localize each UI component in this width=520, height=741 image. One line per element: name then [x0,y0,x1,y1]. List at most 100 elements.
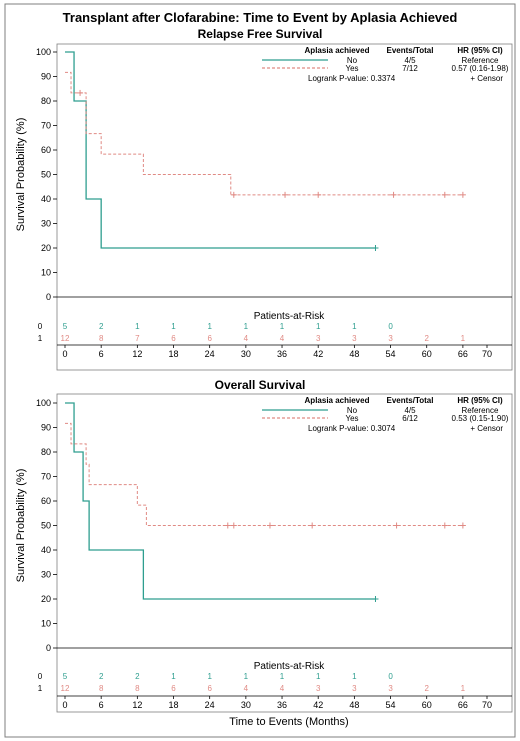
logrank-pvalue: Logrank P-value: 0.3074 [308,424,396,433]
x-tick-label: 24 [205,700,215,710]
x-tick-label: 0 [62,700,67,710]
y-tick-label: 70 [41,121,51,131]
censor-mark-yes [459,191,466,198]
km-curve-no [65,402,376,600]
y-tick-label: 100 [36,398,51,408]
risk-count-no: 2 [99,672,104,681]
x-tick-label: 18 [169,349,179,359]
risk-count-yes: 4 [280,684,285,693]
legend-label-yes: Yes [345,414,358,423]
x-tick-label: 42 [313,349,323,359]
x-tick-label: 60 [422,349,432,359]
risk-count-no: 0 [388,672,393,681]
legend-events-yes: 6/12 [402,414,418,423]
censor-mark-yes [230,522,237,529]
risk-table-title: Patients-at-Risk [254,661,326,672]
y-axis-label: Survival Probability (%) [15,469,27,583]
censor-mark-yes [282,191,289,198]
x-tick-label: 70 [482,700,492,710]
x-tick-label: 66 [458,700,468,710]
x-tick-label: 30 [241,349,251,359]
legend-hr-no: Reference [462,406,499,415]
y-axis-label: Survival Probability (%) [15,118,27,232]
legend-hr-no: Reference [462,56,499,65]
y-tick-label: 70 [41,472,51,482]
risk-count-no: 1 [244,672,249,681]
risk-count-yes: 3 [352,334,357,343]
risk-count-no: 1 [352,322,357,331]
risk-count-yes: 3 [388,684,393,693]
censor-mark-no [372,596,379,602]
risk-count-no: 1 [280,672,285,681]
risk-count-yes: 4 [244,684,249,693]
legend-header-hr: HR (95% CI) [457,396,503,405]
legend-hr-yes: 0.53 (0.15-1.90) [452,414,509,423]
figure-title: Transplant after Clofarabine: Time to Ev… [63,10,458,25]
risk-count-yes: 4 [280,334,285,343]
risk-count-no: 1 [207,672,212,681]
risk-count-no: 1 [352,672,357,681]
risk-count-no: 1 [135,322,140,331]
risk-count-yes: 8 [99,684,104,693]
risk-count-yes: 6 [171,684,176,693]
risk-group-label-yes: 1 [38,334,43,343]
plot-frame [56,393,513,713]
risk-count-yes: 2 [424,334,429,343]
y-tick-label: 10 [41,619,51,629]
y-tick-label: 20 [41,594,51,604]
legend-label-yes: Yes [345,64,358,73]
x-tick-label: 30 [241,700,251,710]
y-tick-label: 60 [41,145,51,155]
risk-count-no: 1 [280,322,285,331]
y-tick-label: 90 [41,423,51,433]
x-tick-label: 60 [422,700,432,710]
y-tick-label: 40 [41,545,51,555]
y-tick-label: 80 [41,447,51,457]
legend-header-events: Events/Total [387,396,434,405]
y-tick-label: 80 [41,96,51,106]
censor-mark-yes [393,522,400,529]
censor-mark-yes [459,522,466,529]
censor-mark-yes [266,522,273,529]
x-tick-label: 18 [169,700,179,710]
risk-count-no: 1 [244,322,249,331]
x-tick-label: 48 [349,349,359,359]
risk-group-label-no: 0 [38,322,43,331]
y-tick-label: 10 [41,268,51,278]
x-tick-label: 70 [482,349,492,359]
risk-count-yes: 1 [461,334,466,343]
risk-count-yes: 3 [352,684,357,693]
censor-mark-yes [390,191,397,198]
relapse-free-survival-panel: Relapse Free Survival0102030405060708090… [15,27,513,371]
risk-count-yes: 12 [61,684,70,693]
risk-count-yes: 8 [135,684,140,693]
x-tick-label: 48 [349,700,359,710]
risk-count-yes: 6 [207,334,212,343]
risk-count-no: 1 [316,322,321,331]
x-tick-label: 36 [277,349,287,359]
x-tick-label: 12 [132,700,142,710]
y-tick-label: 0 [46,292,51,302]
y-tick-label: 40 [41,194,51,204]
x-tick-label: 6 [99,700,104,710]
risk-count-no: 1 [316,672,321,681]
x-tick-label: 6 [99,349,104,359]
x-tick-label: 42 [313,700,323,710]
x-tick-label: 12 [132,349,142,359]
x-tick-label: 54 [386,349,396,359]
panel-subtitle: Overall Survival [215,378,306,392]
legend-header-hr: HR (95% CI) [457,46,503,55]
overall-survival-panel: Overall Survival0102030405060708090100Su… [15,378,513,728]
y-tick-label: 90 [41,72,51,82]
censor-mark-yes [315,191,322,198]
legend-header-group: Aplasia achieved [305,396,370,405]
risk-count-yes: 3 [316,334,321,343]
y-tick-label: 30 [41,219,51,229]
risk-count-yes: 7 [135,334,140,343]
y-tick-label: 0 [46,643,51,653]
risk-count-no: 1 [171,322,176,331]
censor-mark-yes [441,522,448,529]
y-tick-label: 100 [36,47,51,57]
x-tick-label: 54 [386,700,396,710]
